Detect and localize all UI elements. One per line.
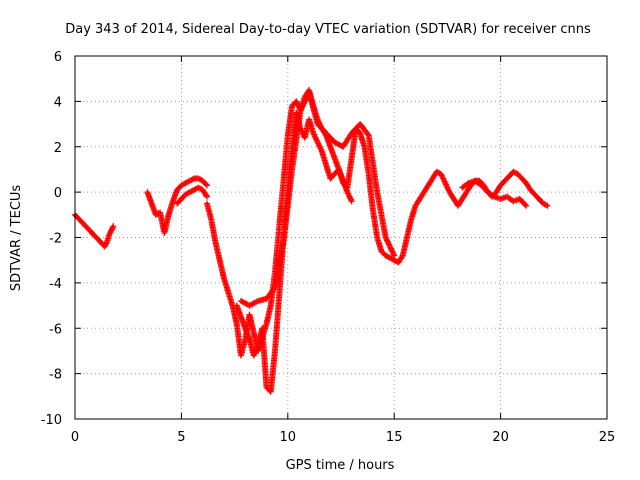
series-segment-1 [72, 211, 117, 250]
y-tick-label: 6 [54, 50, 62, 65]
data-point [203, 182, 210, 189]
data-points [72, 87, 551, 395]
y-tick-labels: -10 -8 -6 -4 -2 0 2 4 6 [41, 50, 62, 428]
data-point [391, 252, 398, 259]
data-point [544, 202, 551, 209]
x-tick-labels: 0 5 10 15 20 25 [71, 430, 615, 445]
chart-title: Day 343 of 2014, Sidereal Day-to-day VTE… [65, 22, 591, 37]
axis-ticks [74, 55, 608, 420]
data-point [110, 223, 117, 230]
x-tick-label: 0 [71, 430, 79, 445]
data-point [348, 198, 355, 205]
series-upper-track [237, 89, 398, 309]
data-point [203, 193, 210, 200]
series-evening-track [459, 177, 530, 209]
series-segment-2 [144, 175, 210, 236]
data-point [202, 181, 209, 188]
y-tick-label: -2 [49, 232, 62, 247]
x-axis-label: GPS time / hours [286, 458, 395, 473]
series-main-track [203, 87, 551, 359]
data-point [364, 131, 371, 138]
y-tick-label: -10 [41, 413, 62, 428]
y-tick-label: -4 [49, 277, 62, 292]
x-tick-label: 5 [177, 430, 185, 445]
x-tick-label: 10 [280, 430, 297, 445]
data-point [523, 202, 530, 209]
y-tick-label: 0 [54, 186, 62, 201]
x-tick-label: 25 [599, 430, 616, 445]
y-tick-label: -8 [49, 368, 62, 383]
y-tick-label: 2 [54, 141, 62, 156]
x-tick-label: 15 [386, 430, 403, 445]
grid-lines [75, 56, 607, 419]
series-segment-2b [174, 184, 210, 207]
y-axis-label: SDTVAR / TECUs [9, 185, 24, 292]
y-tick-label: 4 [54, 95, 62, 110]
x-tick-label: 20 [492, 430, 509, 445]
data-point [271, 285, 278, 292]
data-point [522, 201, 529, 208]
y-tick-label: -6 [49, 322, 62, 337]
